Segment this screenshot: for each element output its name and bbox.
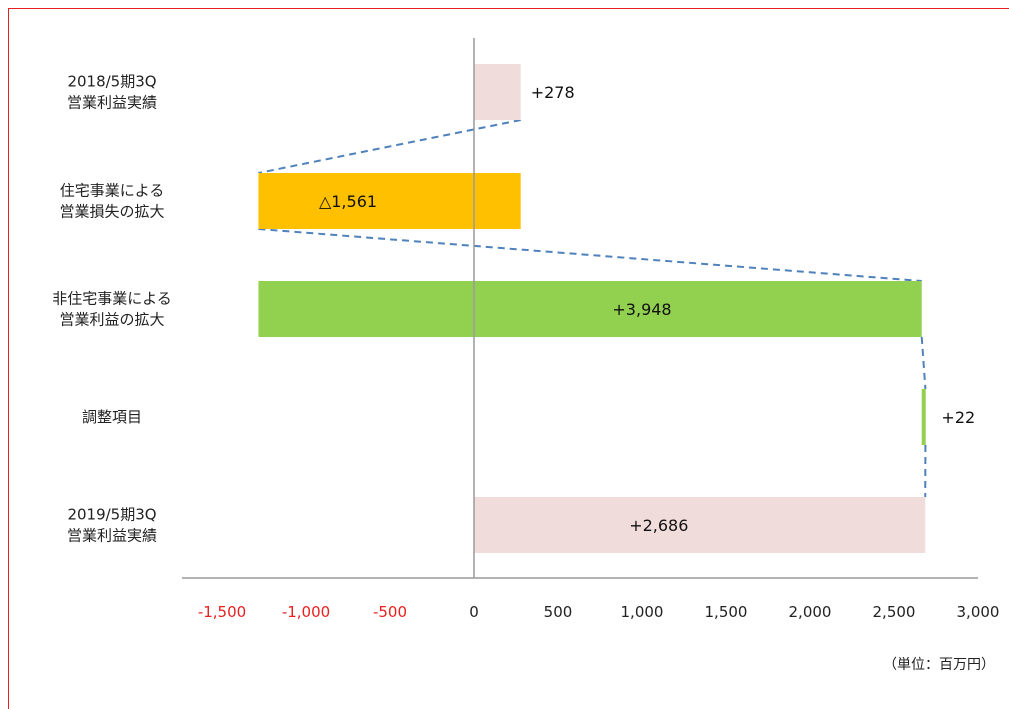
x-tick-labels: -1,500 -1,000 -500 0 500 1,000 1,500 2,000 2,500… bbox=[198, 603, 1000, 621]
x-tick-label-9: 3,000 bbox=[957, 603, 1000, 621]
bar-2 bbox=[258, 281, 921, 337]
category-label-4-1: 営業利益実績 bbox=[67, 527, 157, 545]
bar-1 bbox=[258, 173, 520, 229]
category-label-0-0: 2018/5期3Q bbox=[67, 73, 156, 91]
x-tick-label-0: -1,500 bbox=[198, 603, 246, 621]
data-label-3: +22 bbox=[941, 408, 975, 427]
data-label-1: △1,561 bbox=[319, 192, 377, 211]
x-tick-label-7: 2,000 bbox=[789, 603, 832, 621]
category-label-2-0: 非住宅事業による bbox=[52, 290, 172, 308]
category-label-4-0: 2019/5期3Q bbox=[67, 506, 156, 524]
category-label-0-1: 営業利益実績 bbox=[67, 94, 157, 112]
bar-4 bbox=[474, 497, 925, 553]
connector-0 bbox=[258, 120, 520, 173]
x-tick-label-6: 1,500 bbox=[705, 603, 748, 621]
connector-2 bbox=[922, 337, 926, 389]
bars bbox=[258, 64, 925, 553]
x-tick-label-2: -500 bbox=[373, 603, 407, 621]
data-label-0: +278 bbox=[531, 83, 575, 102]
data-label-4: +2,686 bbox=[629, 516, 688, 535]
x-tick-label-4: 500 bbox=[544, 603, 573, 621]
category-labels: 2018/5期3Q 営業利益実績住宅事業による営業損失の拡大非住宅事業による営業利… bbox=[52, 73, 172, 545]
x-tick-label-8: 2,500 bbox=[873, 603, 916, 621]
category-label-1-0: 住宅事業による bbox=[60, 182, 165, 200]
category-label-3-0: 調整項目 bbox=[82, 408, 142, 426]
connector-1 bbox=[258, 229, 921, 281]
x-tick-label-5: 1,000 bbox=[621, 603, 664, 621]
bar-0 bbox=[474, 64, 521, 120]
category-label-1-1: 営業損失の拡大 bbox=[59, 203, 164, 221]
category-label-2-1: 営業利益の拡大 bbox=[59, 311, 164, 329]
unit-label: （単位：百万円） bbox=[883, 657, 995, 673]
bar-3 bbox=[922, 389, 926, 445]
data-label-2: +3,948 bbox=[612, 300, 671, 319]
x-tick-label-3: 0 bbox=[469, 603, 479, 621]
x-tick-label-1: -1,000 bbox=[282, 603, 330, 621]
